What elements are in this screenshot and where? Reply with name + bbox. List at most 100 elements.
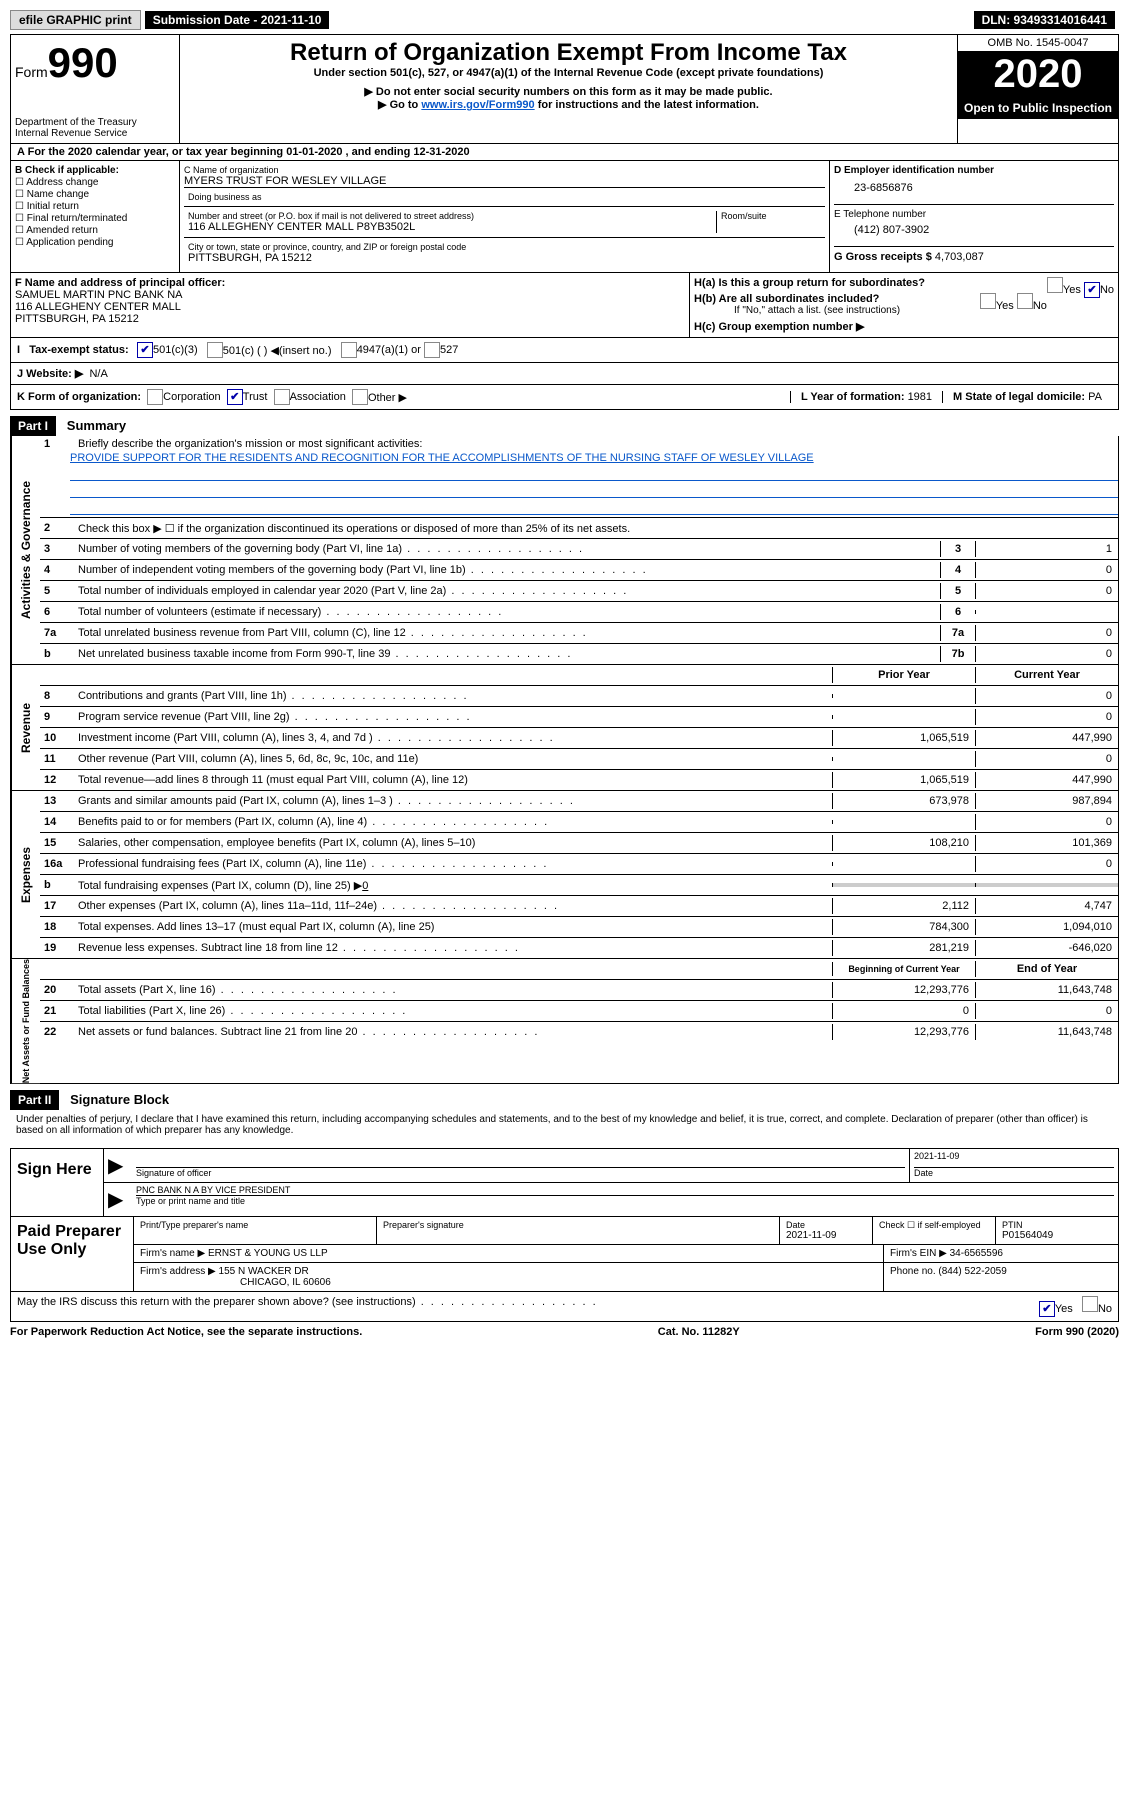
discuss-text: May the IRS discuss this return with the… [17, 1296, 598, 1317]
check-527[interactable] [424, 342, 440, 358]
form-subtitle: Under section 501(c), 527, or 4947(a)(1)… [184, 67, 953, 79]
check-501c3[interactable]: ✔ [137, 342, 153, 358]
firm-addr2: CHICAGO, IL 60606 [240, 1277, 877, 1288]
officer-addr: 116 ALLEGHENY CENTER MALL [15, 301, 685, 313]
line19-desc: Revenue less expenses. Subtract line 18 … [74, 940, 832, 956]
firm-addr1: 155 N WACKER DR [219, 1266, 309, 1277]
line1-desc: Briefly describe the organization's miss… [74, 436, 1118, 452]
line19-curr: -646,020 [975, 940, 1118, 956]
tax-exempt-row: I Tax-exempt status: ✔ 501(c)(3) 501(c) … [10, 338, 1119, 363]
line8-desc: Contributions and grants (Part VIII, lin… [74, 688, 832, 704]
ha-yes-check[interactable] [1047, 277, 1063, 293]
firm-addr-label: Firm's address ▶ [140, 1266, 216, 1277]
self-employed-check[interactable]: Check ☐ if self-employed [873, 1217, 996, 1244]
irs-link[interactable]: www.irs.gov/Form990 [421, 99, 534, 111]
mission-line [70, 466, 1118, 481]
paid-preparer-label: Paid Preparer Use Only [11, 1217, 134, 1291]
line1-num: 1 [40, 436, 74, 452]
city-value: PITTSBURGH, PA 15212 [188, 252, 821, 264]
check-address[interactable]: ☐ Address change [15, 177, 175, 188]
hb-yes-check[interactable] [980, 293, 996, 309]
officer-name: SAMUEL MARTIN PNC BANK NA [15, 289, 685, 301]
check-corp[interactable] [147, 389, 163, 405]
discuss-row: May the IRS discuss this return with the… [10, 1292, 1119, 1322]
firm-ein-label: Firm's EIN ▶ [890, 1248, 947, 1259]
assoc-text: Association [290, 391, 346, 403]
line12-desc: Total revenue—add lines 8 through 11 (mu… [74, 772, 832, 788]
yes-text: Yes [1063, 284, 1081, 296]
ein-column: D Employer identification number 23-6856… [829, 161, 1118, 272]
line18-prior: 784,300 [832, 919, 975, 935]
line16a-desc: Professional fundraising fees (Part IX, … [74, 856, 832, 872]
discuss-yes-check[interactable]: ✔ [1039, 1301, 1055, 1317]
governance-section: Activities & Governance 1 Briefly descri… [10, 436, 1119, 665]
form-title: Return of Organization Exempt From Incom… [184, 39, 953, 67]
sig-officer-field: Signature of officer [132, 1149, 909, 1182]
line21-curr: 0 [975, 1003, 1118, 1019]
prep-sig-label: Preparer's signature [383, 1220, 773, 1230]
hb-no-check[interactable] [1017, 293, 1033, 309]
line5-desc: Total number of individuals employed in … [74, 583, 940, 599]
part1-label: Part I [10, 416, 56, 436]
vert-net: Net Assets or Fund Balances [11, 959, 40, 1083]
line17-prior: 2,112 [832, 898, 975, 914]
website-row: J Website: ▶ N/A [10, 363, 1119, 385]
perjury-text: Under penalties of perjury, I declare th… [10, 1110, 1119, 1140]
ha-no-check[interactable]: ✔ [1084, 282, 1100, 298]
sign-here-label: Sign Here [11, 1149, 104, 1216]
line22-curr: 11,643,748 [975, 1024, 1118, 1040]
sig-officer-label: Signature of officer [136, 1168, 905, 1178]
mission-line [70, 500, 1118, 515]
corp-text: Corporation [163, 391, 220, 403]
e-label: E Telephone number [834, 204, 1114, 220]
4947-text: 4947(a)(1) or [357, 344, 421, 356]
check-4947[interactable] [341, 342, 357, 358]
line9-curr: 0 [975, 709, 1118, 725]
firm-name-label: Firm's name ▶ [140, 1248, 205, 1259]
firm-phone-label: Phone no. [890, 1266, 936, 1277]
tax-year: 2020 [958, 52, 1118, 97]
prior-year-header: Prior Year [832, 667, 975, 683]
527-text: 527 [440, 344, 458, 356]
line3-val: 1 [975, 541, 1118, 557]
discuss-yes: Yes [1055, 1303, 1073, 1315]
line14-prior [832, 820, 975, 824]
ha-row: H(a) Is this a group return for subordin… [694, 277, 1114, 289]
check-assoc[interactable] [274, 389, 290, 405]
check-initial[interactable]: ☐ Initial return [15, 201, 175, 212]
check-other[interactable] [352, 389, 368, 405]
f-h-row: F Name and address of principal officer:… [10, 273, 1119, 338]
current-year-header: Current Year [975, 667, 1118, 683]
check-amended[interactable]: ☐ Amended return [15, 225, 175, 236]
dept-treasury: Department of the Treasury [15, 117, 175, 128]
m-label: M State of legal domicile: [953, 391, 1085, 403]
dba-label: Doing business as [188, 192, 821, 202]
line10-desc: Investment income (Part VIII, column (A)… [74, 730, 832, 746]
check-501c[interactable] [207, 342, 223, 358]
print-name-label: Print/Type preparer's name [140, 1220, 370, 1230]
vert-expenses: Expenses [11, 791, 40, 958]
check-name[interactable]: ☐ Name change [15, 189, 175, 200]
line21-desc: Total liabilities (Part X, line 26) [74, 1003, 832, 1019]
efile-button[interactable]: efile GRAPHIC print [10, 10, 141, 30]
website-label: J Website: ▶ [17, 367, 83, 380]
arrow-icon: ▶ [104, 1183, 132, 1216]
phone-value: (412) 807-3902 [854, 224, 1114, 236]
city-label: City or town, state or province, country… [188, 242, 821, 252]
check-trust[interactable]: ✔ [227, 389, 243, 405]
check-final[interactable]: ☐ Final return/terminated [15, 213, 175, 224]
line15-desc: Salaries, other compensation, employee b… [74, 835, 832, 851]
tax-exempt-label: Tax-exempt status: [29, 344, 128, 356]
tax-year-row: A For the 2020 calendar year, or tax yea… [10, 144, 1119, 161]
discuss-no-check[interactable] [1082, 1296, 1098, 1312]
line14-curr: 0 [975, 814, 1118, 830]
check-final-text: Final return/terminated [27, 213, 128, 224]
vert-revenue: Revenue [11, 665, 40, 790]
check-application[interactable]: ☐ Application pending [15, 237, 175, 248]
footer-row: For Paperwork Reduction Act Notice, see … [10, 1322, 1119, 1342]
net-assets-section: Net Assets or Fund Balances Beginning of… [10, 959, 1119, 1084]
line6-desc: Total number of volunteers (estimate if … [74, 604, 940, 620]
part1-header: Part I Summary [10, 410, 1119, 436]
addr-label: Number and street (or P.O. box if mail i… [188, 211, 716, 221]
line16b-curr [975, 883, 1118, 887]
